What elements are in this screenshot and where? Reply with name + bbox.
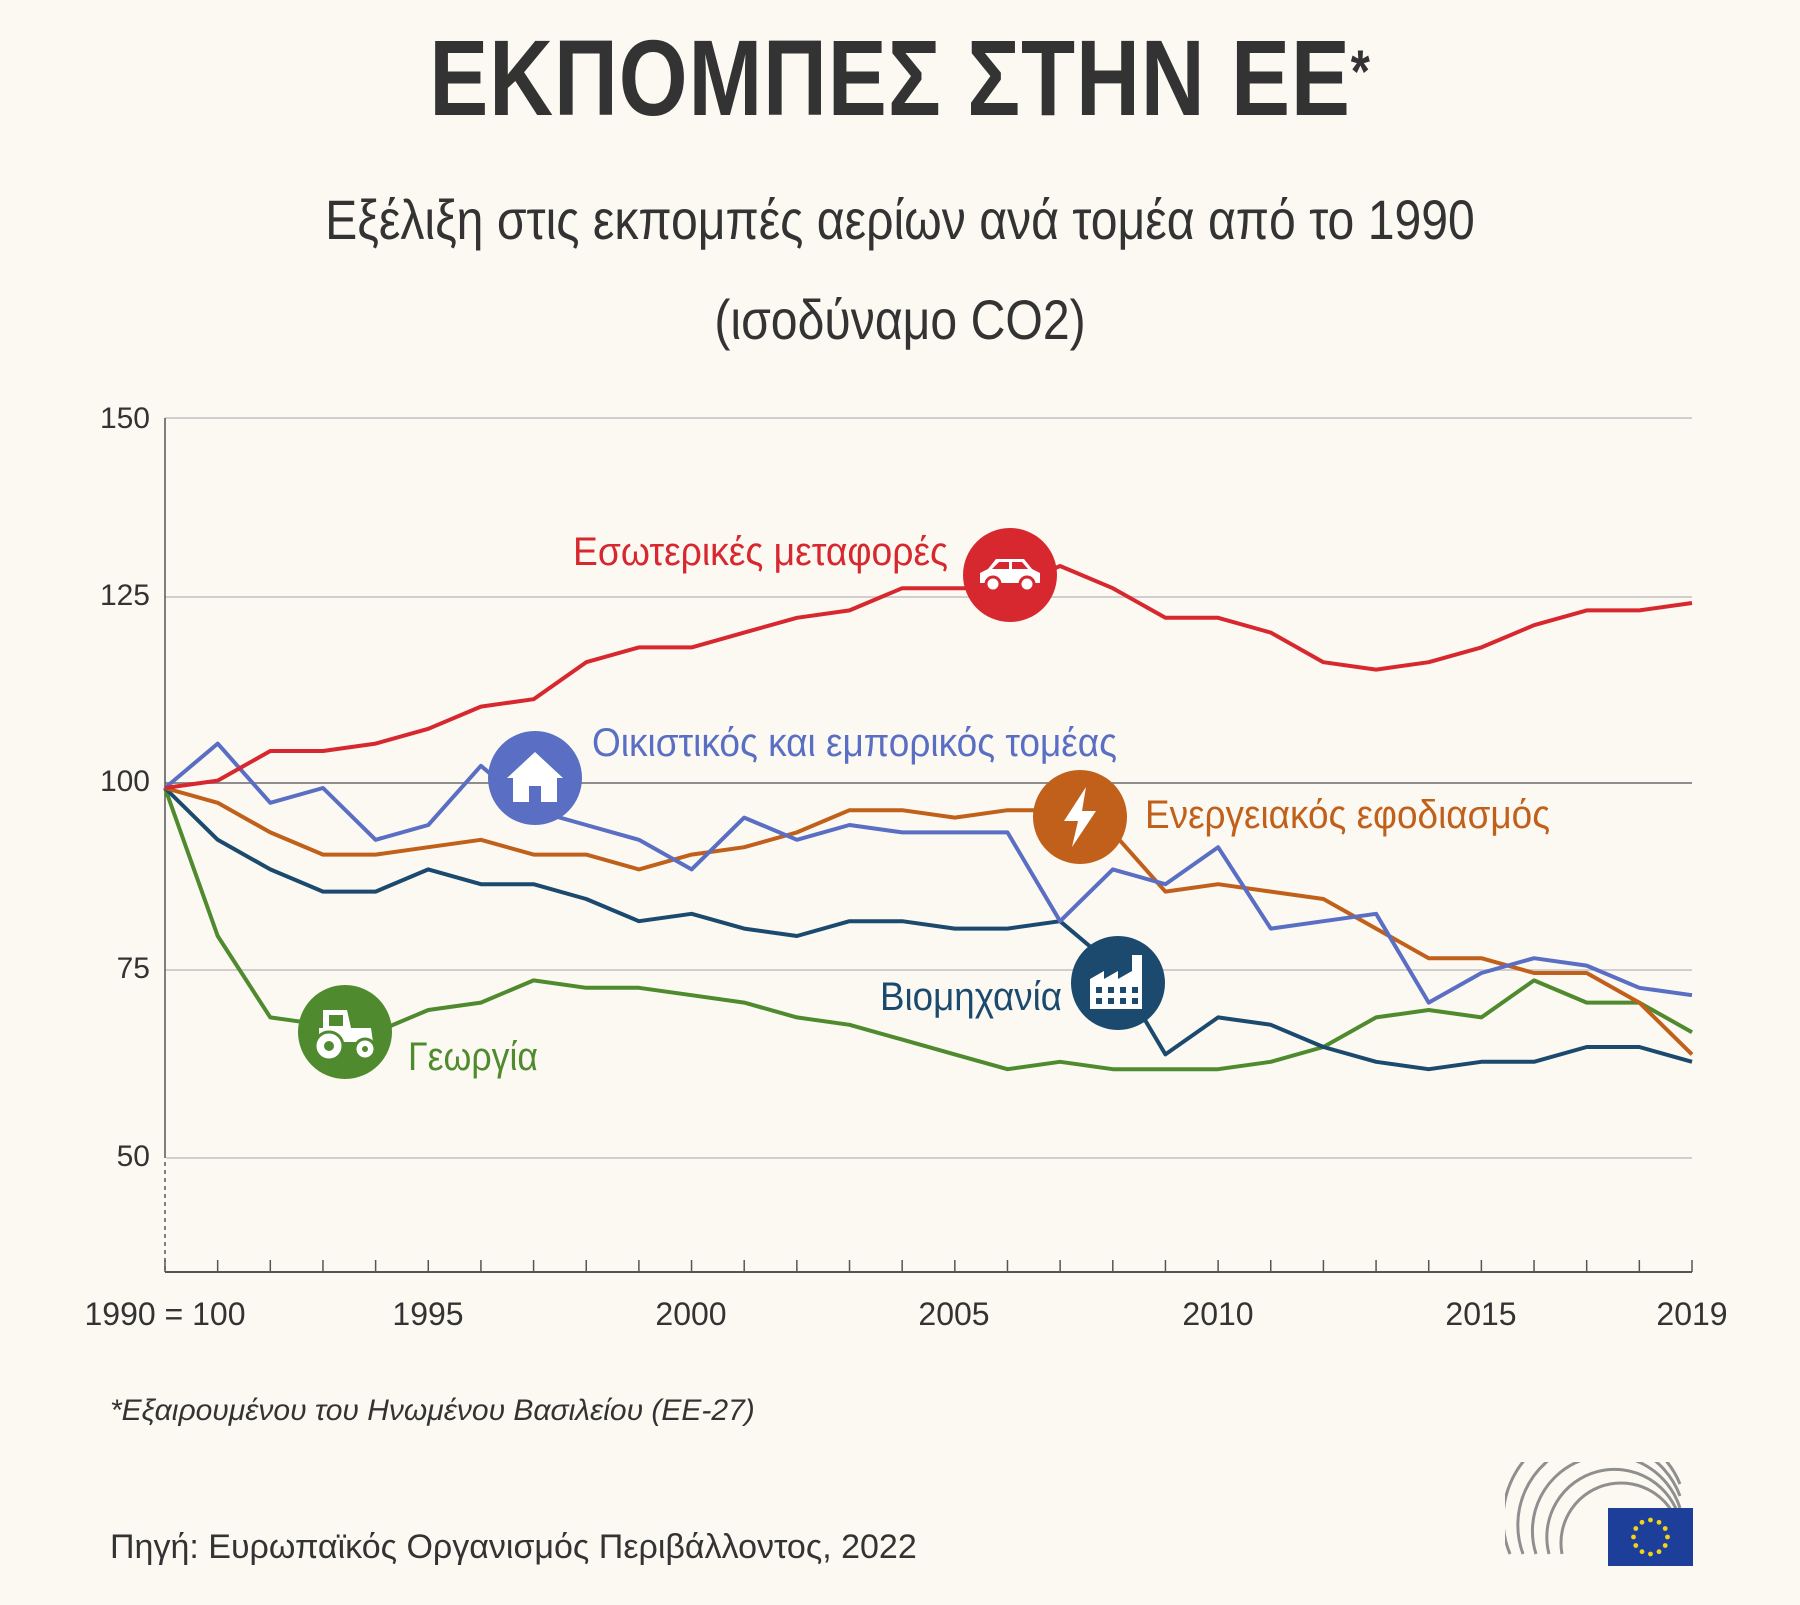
eu-star [1665, 1534, 1670, 1540]
eu-star [1631, 1534, 1636, 1540]
source-note: Πηγή: Ευρωπαϊκός Οργανισμός Περιβάλλοντο… [110, 1528, 917, 1566]
eu-star [1662, 1526, 1668, 1531]
series-line-domestic-transport [164, 564, 1693, 790]
x-tick-label-2000: 2000 [655, 1296, 726, 1332]
series-line-industry [163, 786, 1693, 1072]
series-line-energy-supply [164, 786, 1694, 1056]
eu-flag-icon [1608, 1508, 1693, 1566]
series-label-agriculture: Γεωργία [408, 1035, 538, 1079]
page-title: ΕΚΠΟΜΠΕΣ ΣΤΗΝ ΕΕ* [162, 18, 1638, 138]
series-label-residential-commercial: Οικιστικός και εμπορικός τομέας [592, 721, 1117, 765]
x-tick-label-1990: 1990 = 100 [84, 1296, 245, 1332]
x-tick-label-2005: 2005 [918, 1296, 989, 1332]
x-axis-ticks [164, 1260, 1693, 1272]
footnote: *Εξαιρουμένου του Ηνωμένου Βασιλείου (ΕΕ… [110, 1394, 755, 1427]
series-label-domestic-transport: Εσωτερικές μεταφορές [573, 530, 948, 574]
series-line-residential-commercial [163, 741, 1693, 1005]
eu-star [1662, 1543, 1668, 1548]
title-text: ΕΚΠΟΜΠΕΣ ΣΤΗΝ ΕΕ [429, 17, 1351, 138]
x-tick-label-1995: 1995 [392, 1296, 463, 1332]
title-asterisk: * [1350, 38, 1371, 105]
y-tick-125: 125 [100, 579, 150, 612]
series-label-industry: Βιομηχανία [880, 975, 1062, 1019]
series-line-agriculture [163, 787, 1693, 1072]
badge-agriculture [298, 985, 392, 1079]
eu-star [1633, 1543, 1639, 1548]
y-tick-75: 75 [117, 952, 150, 985]
eu-star [1648, 1551, 1653, 1557]
y-tick-150: 150 [100, 402, 150, 435]
series-lines [163, 564, 1694, 1072]
badge-domestic-transport [963, 528, 1057, 622]
x-tick-label-2015: 2015 [1445, 1296, 1516, 1332]
emissions-line-chart: 150 125 100 75 50 1990 = 100 1995 2000 2… [84, 402, 1727, 1332]
x-tick-label-2010: 2010 [1182, 1296, 1253, 1332]
eu-star [1639, 1519, 1645, 1525]
badge-industry [1071, 936, 1165, 1030]
eu-star [1656, 1519, 1662, 1525]
eu-star [1633, 1526, 1639, 1531]
badge-residential-commercial [488, 731, 582, 825]
european-parliament-logo [1505, 1462, 1693, 1566]
chart-subtitle-line2: (ισοδύναμο CO2) [714, 288, 1086, 351]
series-label-energy-supply: Ενεργειακός εφοδιασμός [1145, 793, 1550, 837]
y-tick-100: 100 [100, 765, 150, 798]
eu-star [1648, 1517, 1653, 1523]
eu-star [1639, 1549, 1645, 1555]
eu-star [1656, 1549, 1662, 1555]
x-tick-label-2019: 2019 [1656, 1296, 1727, 1332]
badge-energy-supply [1033, 770, 1127, 864]
chart-subtitle-line1: Εξέλιξη στις εκπομπές αερίων ανά τομέα α… [325, 188, 1475, 251]
y-tick-50: 50 [117, 1140, 150, 1173]
